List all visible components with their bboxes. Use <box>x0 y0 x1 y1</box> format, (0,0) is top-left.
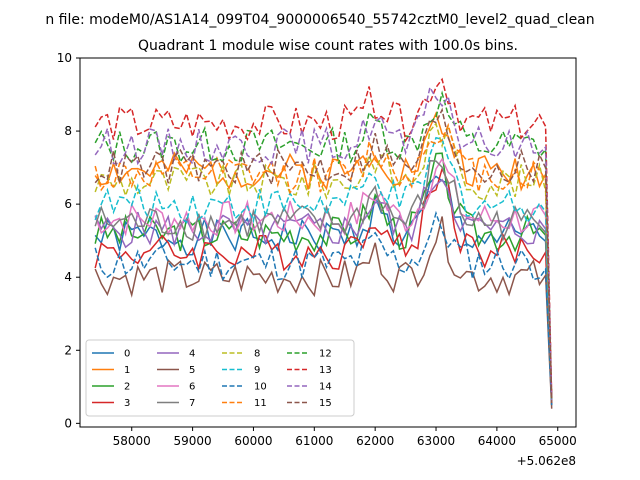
legend-label: 11 <box>254 398 267 409</box>
legend-label: 6 <box>189 382 195 393</box>
legend-label: 3 <box>124 398 130 409</box>
legend-box <box>85 339 355 417</box>
legend-label: 9 <box>254 365 260 376</box>
figure-suptitle: n file: modeM0/AS1A14_099T04_9000006540_… <box>45 12 594 28</box>
y-tick-label: 8 <box>64 124 72 138</box>
y-tick-label: 6 <box>64 197 72 211</box>
x-tick-label: 61000 <box>295 434 333 448</box>
legend-label: 13 <box>319 365 332 376</box>
series-line-13 <box>94 77 553 398</box>
series-line-10 <box>94 210 553 406</box>
series-line-9 <box>94 136 553 402</box>
x-axis-offset-label: +5.062e8 <box>517 454 576 468</box>
y-tick-label: 0 <box>64 416 72 430</box>
series-line-8 <box>94 122 553 402</box>
legend-label: 15 <box>319 398 332 409</box>
series-line-7 <box>94 159 553 402</box>
series-line-14 <box>94 85 553 402</box>
legend-label: 4 <box>189 349 195 360</box>
x-tick-label: 58000 <box>113 434 151 448</box>
x-tick-label: 64000 <box>478 434 516 448</box>
legend-label: 1 <box>124 365 130 376</box>
legend-label: 10 <box>254 382 267 393</box>
series-line-3 <box>94 166 553 406</box>
x-tick-label: 59000 <box>173 434 211 448</box>
series-line-15 <box>94 107 553 402</box>
x-tick-label: 65000 <box>539 434 577 448</box>
x-axis: 58000 59000 60000 61000 62000 63000 64000 65000 <box>113 427 577 448</box>
axes-frame <box>79 57 577 428</box>
y-tick-label: 4 <box>64 270 72 284</box>
series-line-12 <box>94 90 553 402</box>
x-tick-label: 62000 <box>356 434 394 448</box>
legend-label: 8 <box>254 349 260 360</box>
legend-label: 14 <box>319 382 332 393</box>
y-tick-label: 2 <box>64 343 72 357</box>
legend-label: 7 <box>189 398 195 409</box>
legend-label: 5 <box>189 365 195 376</box>
y-tick-label: 10 <box>57 51 72 65</box>
legend-label: 2 <box>124 382 130 393</box>
series-line-11 <box>94 122 553 402</box>
legend-label: 0 <box>124 349 130 360</box>
series-line-0 <box>94 175 553 402</box>
x-tick-label: 60000 <box>234 434 272 448</box>
x-tick-label: 63000 <box>417 434 455 448</box>
legend-label: 12 <box>319 349 332 360</box>
series-line-5 <box>94 216 553 409</box>
y-axis: 0 2 4 6 8 10 <box>57 51 80 430</box>
chart-title: Quadrant 1 module wise count rates with … <box>138 38 518 54</box>
series-lines <box>94 77 553 409</box>
